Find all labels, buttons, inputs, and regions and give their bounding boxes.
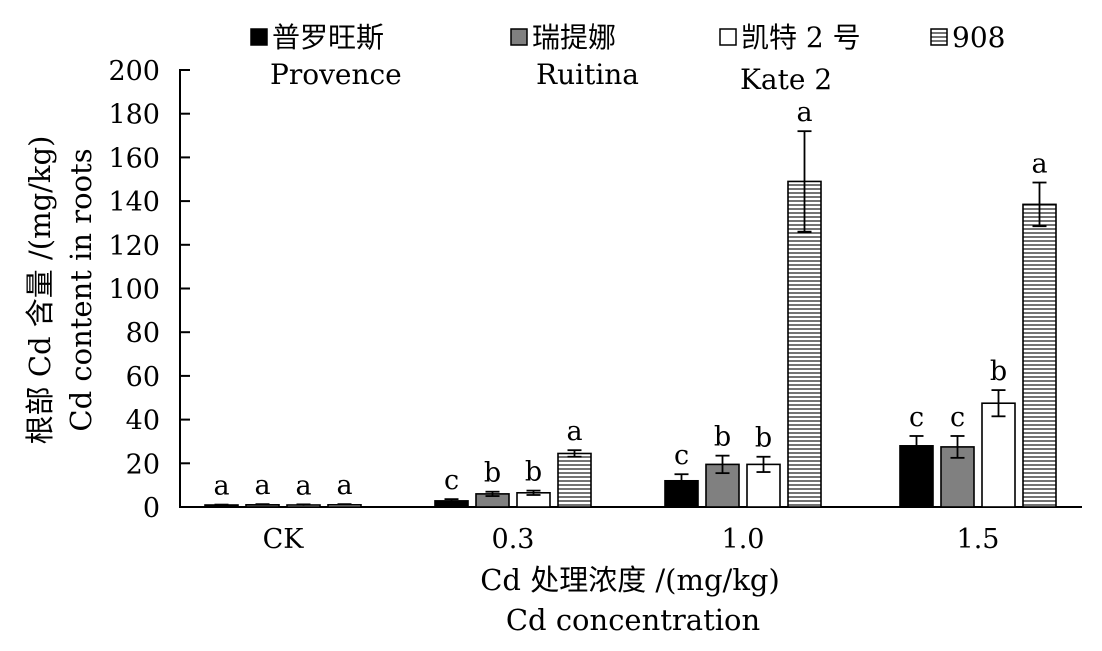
- x-ticks: CK 0.3 1.0 1.5: [263, 524, 1000, 555]
- significance-letter: b: [755, 423, 772, 454]
- significance-letter: a: [336, 470, 352, 501]
- significance-letter: b: [714, 422, 731, 453]
- bar: [787, 180, 822, 508]
- x-tick-label: 0.3: [492, 524, 535, 555]
- legend-item-kate2: 凯特 2 号 Kate 2: [719, 21, 861, 96]
- y-tick-label: 140: [108, 187, 160, 218]
- y-tick-label: 160: [108, 143, 160, 174]
- x-axis-label-en: Cd concentration: [506, 603, 760, 637]
- y-tick-label: 60: [126, 362, 160, 393]
- y-tick-label: 180: [108, 100, 160, 131]
- y-tick-label: 20: [126, 449, 160, 480]
- legend-swatch-ruitina: [510, 28, 528, 46]
- significance-letter: b: [990, 356, 1007, 387]
- legend-label-kate2-en: Kate 2: [740, 63, 832, 96]
- significance-letter: c: [444, 465, 459, 496]
- x-tick-label: 1.0: [722, 524, 765, 555]
- bar: [1022, 203, 1057, 508]
- legend-label-provence-en: Provence: [270, 58, 402, 91]
- y-axis-label-en: Cd content in roots: [64, 148, 98, 431]
- legend-label-ruitina: 瑞提娜: [532, 21, 616, 54]
- significance-letter: a: [796, 97, 812, 128]
- y-tick-label: 80: [126, 318, 160, 349]
- y-tick-label: 120: [108, 231, 160, 262]
- significance-letter: a: [566, 416, 582, 447]
- x-tick-label: 1.5: [957, 524, 1000, 555]
- y-tick-label: 40: [126, 406, 160, 437]
- significance-letter: c: [909, 402, 924, 433]
- legend: 普罗旺斯 Provence 瑞提娜 Ruitina 凯特 2 号 Kate 2 …: [250, 21, 1005, 96]
- legend-item-908: 908: [930, 21, 1005, 54]
- axes: [179, 69, 1082, 508]
- legend-swatch-908: [930, 28, 948, 46]
- bar: [557, 452, 592, 508]
- significance-letter: c: [950, 402, 965, 433]
- legend-label-ruitina-en: Ruitina: [536, 58, 639, 91]
- bar: [981, 402, 1016, 508]
- legend-swatch-kate2: [719, 28, 737, 46]
- y-tick-label: 100: [108, 275, 160, 306]
- significance-letter: a: [254, 470, 270, 501]
- bar: [940, 446, 975, 508]
- legend-label-908: 908: [952, 21, 1005, 54]
- significance-letter: b: [525, 457, 542, 488]
- significance-letter: c: [674, 440, 689, 471]
- significance-letter: b: [484, 458, 501, 489]
- x-axis-label: Cd 处理浓度 /(mg/kg): [480, 563, 780, 597]
- significance-letter: a: [1031, 149, 1047, 180]
- legend-item-ruitina: 瑞提娜 Ruitina: [510, 21, 639, 91]
- y-ticks: 0 20 40 60 80 100 120 140 160 180 200: [108, 56, 190, 524]
- x-tick-label: CK: [263, 524, 305, 555]
- significance-letter: a: [213, 471, 229, 502]
- y-axis-label: 根部 Cd 含量 /(mg/kg): [23, 136, 57, 445]
- legend-swatch-provence: [250, 28, 268, 46]
- y-tick-label: 0: [143, 493, 160, 524]
- legend-item-provence: 普罗旺斯 Provence: [250, 21, 402, 91]
- significance-letter: a: [295, 470, 311, 501]
- legend-label-provence: 普罗旺斯: [272, 21, 384, 54]
- y-tick-label: 200: [108, 56, 160, 87]
- legend-label-kate2: 凯特 2 号: [741, 21, 861, 54]
